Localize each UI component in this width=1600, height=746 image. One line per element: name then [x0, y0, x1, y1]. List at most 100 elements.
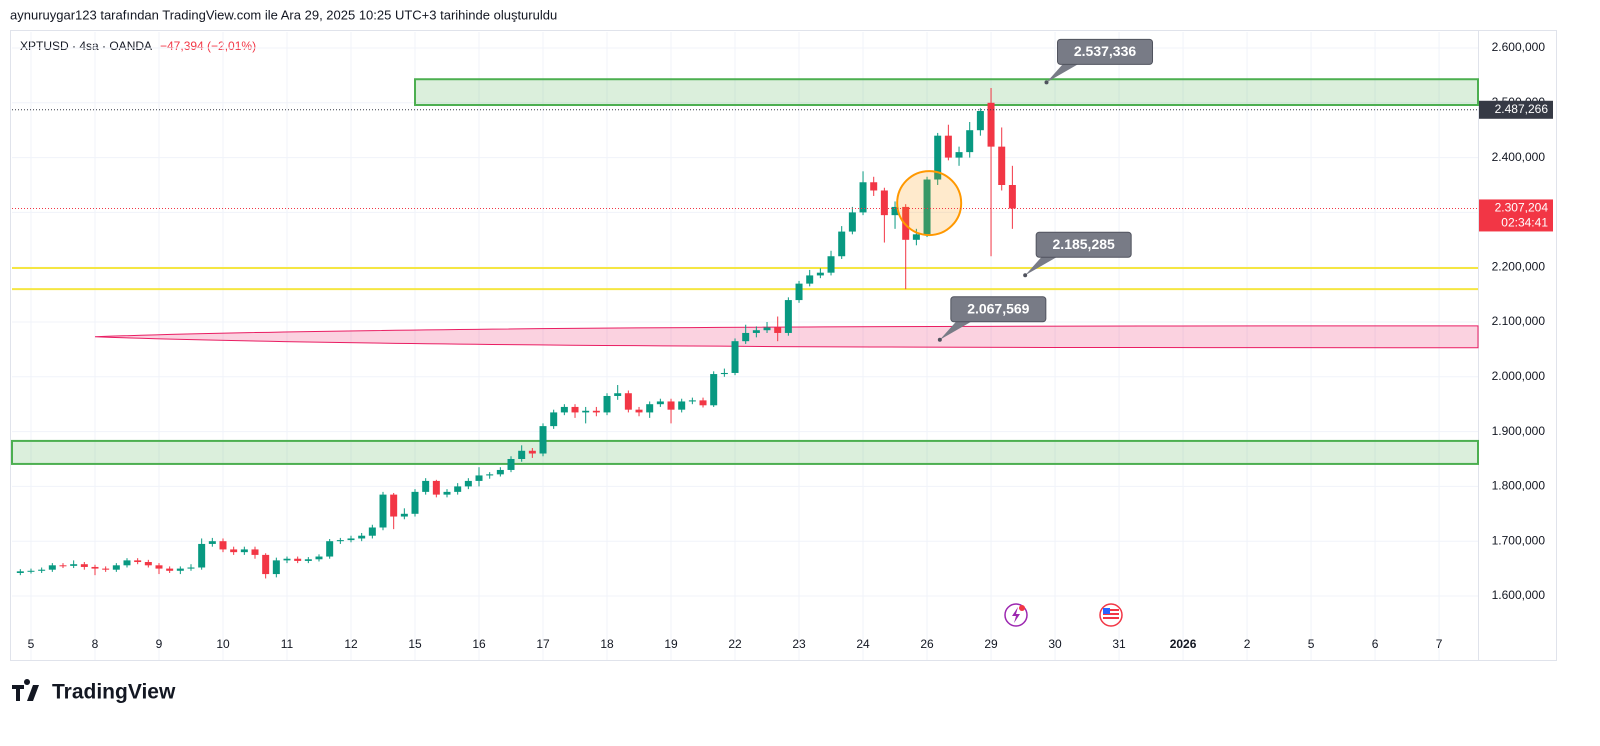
flag-stripe	[1103, 617, 1119, 619]
candle-body	[987, 102, 995, 147]
flag-stripe	[1103, 613, 1119, 615]
candle-body	[379, 494, 387, 528]
x-tick-label: 23	[792, 637, 806, 651]
candle-body	[102, 568, 110, 570]
y-tick-label: 2.600,000	[1492, 40, 1546, 54]
candle-body	[1008, 184, 1016, 209]
candle-body	[59, 565, 67, 567]
callout-point	[937, 337, 942, 342]
callout-pointer	[1046, 63, 1080, 83]
callout-point	[1044, 80, 1049, 85]
x-tick-label: 5	[1308, 637, 1315, 651]
price-label-box	[1479, 100, 1553, 119]
y-tick-label: 2.100,000	[1492, 314, 1546, 328]
x-tick-label: 16	[472, 637, 486, 651]
x-tick-label: 2	[1244, 637, 1251, 651]
candle-body	[507, 458, 515, 470]
x-tick-label: 18	[600, 637, 614, 651]
candle-body	[38, 569, 46, 571]
candle-body	[923, 179, 931, 235]
candle-body	[720, 372, 728, 375]
callout-pointer	[1025, 256, 1059, 276]
candle-body	[560, 406, 568, 413]
candle-body	[400, 513, 408, 517]
candle-body	[891, 206, 899, 216]
y-tick-label: 2.000,000	[1492, 369, 1546, 383]
event-icons	[1004, 603, 1123, 627]
y-tick-label: 1.600,000	[1492, 588, 1546, 602]
candle-body	[976, 111, 984, 131]
zones	[11, 78, 1479, 465]
x-tick-label: 31	[1112, 637, 1126, 651]
candle-body	[326, 541, 334, 557]
candle-body	[998, 146, 1006, 185]
candle-body	[283, 558, 291, 561]
x-tick-label: 15	[408, 637, 422, 651]
candle-body	[48, 565, 56, 570]
candle-body	[272, 560, 280, 575]
candle-body	[443, 491, 451, 495]
x-tick-label: 12	[344, 637, 358, 651]
candle-body	[187, 567, 195, 569]
candle-body	[454, 486, 462, 492]
candle-body	[688, 400, 696, 402]
candle-body	[592, 410, 600, 413]
y-tick-label: 1.900,000	[1492, 424, 1546, 438]
logo-mark	[12, 679, 39, 701]
candle-body	[699, 400, 707, 406]
candle-body	[624, 393, 632, 410]
overlay: 2.537,336 2.185,285 2.067,569	[12, 38, 1478, 342]
x-tick-label: 2026	[1170, 637, 1197, 651]
candle-body	[475, 475, 483, 481]
candle-body	[70, 564, 78, 566]
x-tick-label: 11	[281, 637, 294, 651]
zone	[11, 439, 1479, 465]
candle-body	[411, 491, 419, 514]
zone	[94, 325, 1479, 349]
y-tick-label: 2.400,000	[1492, 150, 1546, 164]
candle-body	[368, 527, 376, 536]
candle-body	[571, 406, 579, 413]
callout-box	[1035, 231, 1132, 258]
callout-label: 2.537,336	[1074, 43, 1136, 59]
candle-body	[166, 568, 174, 571]
candle-body	[550, 412, 558, 427]
candle-body	[859, 182, 867, 213]
candle-body	[251, 549, 259, 555]
x-tick-label: 24	[856, 637, 870, 651]
logo: TradingView	[12, 679, 176, 704]
callout-box	[1057, 38, 1154, 65]
candle-body	[795, 283, 803, 301]
candle-body	[774, 327, 782, 333]
candle-body	[486, 474, 494, 476]
price-label-box	[1479, 199, 1553, 232]
candle-body	[880, 190, 888, 216]
candle-body	[848, 212, 856, 232]
zone	[414, 78, 1479, 106]
candle-body	[667, 401, 675, 410]
candle-body	[752, 330, 760, 333]
event-dot	[1019, 605, 1025, 611]
candle-body	[336, 540, 344, 542]
callout-label: 2.067,569	[967, 300, 1029, 316]
candle-body	[432, 480, 440, 495]
symbol: XPTUSD · 4sa · OANDA	[20, 39, 152, 53]
candle-body	[912, 234, 920, 240]
candle-body	[112, 565, 120, 570]
callout-box	[950, 296, 1047, 323]
candle-body	[134, 560, 142, 563]
candle-body	[262, 554, 270, 575]
change: −47,394 (−2,01%)	[160, 39, 256, 53]
candle-body	[635, 409, 643, 413]
candle-body	[16, 571, 24, 573]
candle-body	[816, 272, 824, 276]
candle-body	[496, 469, 504, 475]
callout-label: 2.185,285	[1053, 236, 1115, 252]
candle-body	[208, 541, 216, 544]
candle-body	[646, 404, 654, 413]
candle-body	[614, 393, 622, 396]
candle-body	[91, 566, 99, 569]
candle-body	[934, 135, 942, 180]
